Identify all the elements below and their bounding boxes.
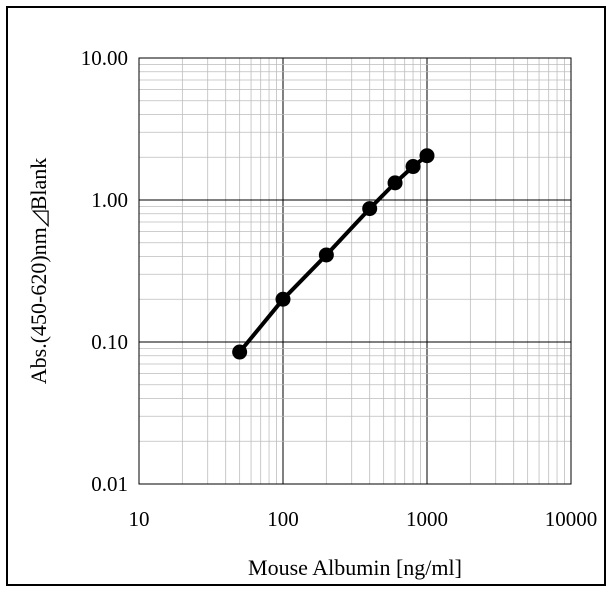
plot-area: [138, 57, 572, 485]
y-axis-title: Abs.(450-620)nm◿Blank: [26, 158, 51, 385]
data-point: [362, 201, 378, 217]
chart-svg: 10 100 1000 10000 0.01 0.10 1.00 10.00 Mouse Al…: [26, 46, 598, 580]
data-point: [232, 344, 248, 360]
series-layer: [232, 148, 435, 360]
data-point: [387, 175, 403, 191]
grid-lines: [139, 58, 571, 484]
data-point: [275, 291, 291, 307]
y-tick-label: 0.01: [91, 472, 128, 496]
x-tick-label: 10: [129, 507, 150, 531]
chart-frame: 10 100 1000 10000 0.01 0.10 1.00 10.00 Mouse Al…: [6, 6, 606, 586]
tick-labels: 10 100 1000 10000 0.01 0.10 1.00 10.00: [81, 46, 598, 531]
y-tick-label: 0.10: [91, 330, 128, 354]
x-tick-label: 10000: [545, 507, 598, 531]
x-axis-title: Mouse Albumin [ng/ml]: [248, 555, 462, 580]
y-tick-label: 10.00: [81, 46, 128, 70]
x-tick-label: 1000: [406, 507, 448, 531]
data-point: [318, 247, 334, 263]
data-point: [419, 148, 435, 164]
x-tick-label: 100: [267, 507, 299, 531]
y-tick-label: 1.00: [91, 188, 128, 212]
data-point: [405, 159, 421, 175]
